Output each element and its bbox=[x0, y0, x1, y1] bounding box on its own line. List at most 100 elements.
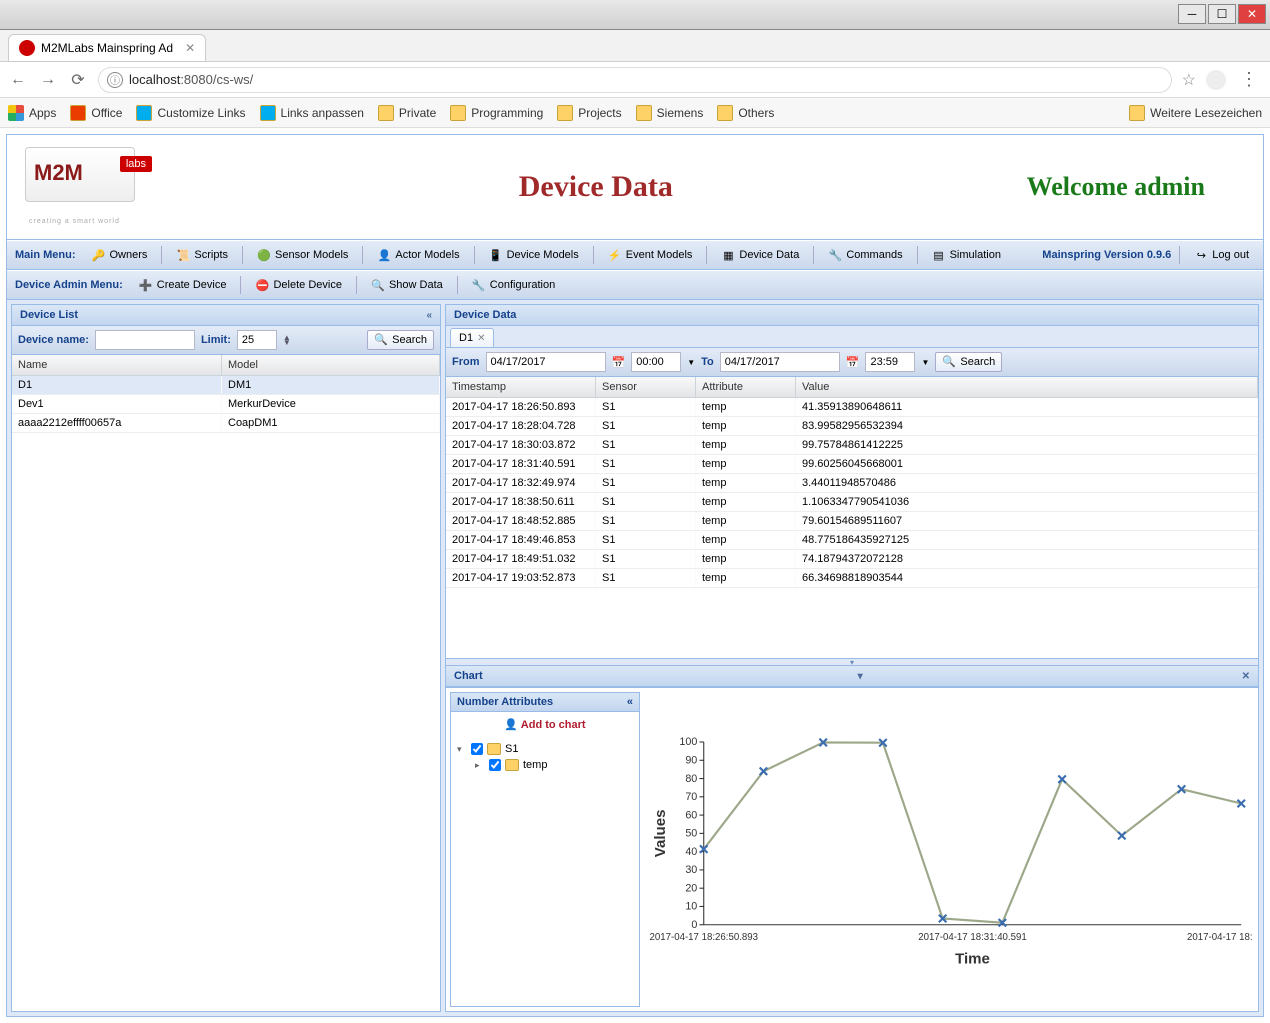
col-model[interactable]: Model bbox=[222, 355, 440, 375]
bookmark-anpassen[interactable]: Links anpassen bbox=[260, 105, 364, 121]
show-data-button[interactable]: 🔍Show Data bbox=[365, 275, 449, 295]
admin-menu-label: Device Admin Menu: bbox=[15, 279, 123, 291]
table-row[interactable]: 2017-04-17 18:28:04.728S1temp83.99582956… bbox=[446, 417, 1258, 436]
menu-simulation[interactable]: ▤Simulation bbox=[926, 245, 1007, 265]
chart-min-icon[interactable]: ▾ bbox=[858, 671, 863, 682]
menu-event-models[interactable]: ⚡Event Models bbox=[602, 245, 699, 265]
bookmark-others[interactable]: Others bbox=[717, 105, 774, 121]
logout-icon: ↪ bbox=[1194, 248, 1208, 262]
folder-icon bbox=[450, 105, 466, 121]
menu-actor-models[interactable]: 👤Actor Models bbox=[371, 245, 465, 265]
bookmark-programming[interactable]: Programming bbox=[450, 105, 543, 121]
window-maximize-button[interactable]: ☐ bbox=[1208, 4, 1236, 24]
svg-text:100: 100 bbox=[679, 736, 697, 748]
welcome-text: Welcome admin bbox=[1027, 172, 1245, 202]
tree-checkbox[interactable] bbox=[471, 743, 483, 755]
to-date-input[interactable] bbox=[720, 352, 840, 372]
horizontal-splitter[interactable] bbox=[446, 658, 1258, 666]
table-row[interactable]: 2017-04-17 18:48:52.885S1temp79.60154689… bbox=[446, 512, 1258, 531]
back-button[interactable]: ← bbox=[8, 70, 28, 90]
menu-scripts[interactable]: 📜Scripts bbox=[170, 245, 234, 265]
calendar-icon[interactable]: 📅 bbox=[612, 356, 626, 369]
from-time-input[interactable] bbox=[631, 352, 681, 372]
chart-canvas: 01020304050607080901002017-04-17 18:26:5… bbox=[644, 688, 1258, 1011]
device-search-button[interactable]: 🔍Search bbox=[367, 330, 434, 350]
bookmark-private[interactable]: Private bbox=[378, 105, 436, 121]
configuration-button[interactable]: 🔧Configuration bbox=[466, 275, 561, 295]
chart-close-icon[interactable]: ✕ bbox=[1242, 671, 1250, 682]
tree-expand-icon[interactable]: ▾ bbox=[457, 744, 467, 755]
folder-icon bbox=[505, 759, 519, 771]
calendar-icon[interactable]: 📅 bbox=[846, 356, 860, 369]
window-close-button[interactable]: ✕ bbox=[1238, 4, 1266, 24]
tree-checkbox[interactable] bbox=[489, 759, 501, 771]
dropdown-icon[interactable]: ▼ bbox=[921, 358, 929, 367]
to-time-input[interactable] bbox=[865, 352, 915, 372]
bookmark-star-icon[interactable]: ☆ bbox=[1182, 70, 1196, 90]
dropdown-icon[interactable]: ▼ bbox=[687, 358, 695, 367]
menu-device-data[interactable]: ▦Device Data bbox=[715, 245, 805, 265]
tree-node-temp[interactable]: ▸ temp bbox=[457, 757, 633, 773]
device-grid-body: D1DM1Dev1MerkurDeviceaaaa2212effff00657a… bbox=[12, 376, 440, 1011]
menu-sensor-models[interactable]: 🟢Sensor Models bbox=[251, 245, 354, 265]
menu-device-models[interactable]: 📱Device Models bbox=[483, 245, 585, 265]
create-device-button[interactable]: ➕Create Device bbox=[133, 275, 233, 295]
bookmark-more[interactable]: Weitere Lesezeichen bbox=[1129, 105, 1262, 121]
svg-text:2017-04-17 18:48:52.885: 2017-04-17 18:48:52.885 bbox=[1187, 932, 1252, 943]
tab-close-icon[interactable]: ✕ bbox=[185, 41, 195, 55]
table-row[interactable]: D1DM1 bbox=[12, 376, 440, 395]
table-row[interactable]: 2017-04-17 18:26:50.893S1temp41.35913890… bbox=[446, 398, 1258, 417]
table-row[interactable]: 2017-04-17 18:32:49.974S1temp3.440119485… bbox=[446, 474, 1258, 493]
limit-input[interactable] bbox=[237, 330, 277, 350]
table-row[interactable]: 2017-04-17 18:31:40.591S1temp99.60256045… bbox=[446, 455, 1258, 474]
col-attribute[interactable]: Attribute bbox=[696, 377, 796, 397]
table-row[interactable]: 2017-04-17 18:49:46.853S1temp48.77518643… bbox=[446, 531, 1258, 550]
device-list-panel: Device List« Device name: Limit: ▲▼ 🔍Sea… bbox=[11, 304, 441, 1012]
col-name[interactable]: Name bbox=[12, 355, 222, 375]
menu-commands[interactable]: 🔧Commands bbox=[822, 245, 908, 265]
attr-title: Number Attributes bbox=[457, 696, 553, 708]
data-search-button[interactable]: 🔍Search bbox=[935, 352, 1002, 372]
menu-owners[interactable]: 🔑Owners bbox=[86, 245, 154, 265]
browser-tab[interactable]: M2MLabs Mainspring Ad ✕ bbox=[8, 34, 206, 61]
device-name-input[interactable] bbox=[95, 330, 195, 350]
site-info-icon[interactable]: ⓘ bbox=[107, 72, 123, 88]
col-timestamp[interactable]: Timestamp bbox=[446, 377, 596, 397]
url-field[interactable]: ⓘ localhost:8080/cs-ws/ bbox=[98, 67, 1172, 93]
svg-text:30: 30 bbox=[685, 864, 697, 876]
logout-button[interactable]: ↪Log out bbox=[1188, 245, 1255, 265]
bookmark-siemens[interactable]: Siemens bbox=[636, 105, 704, 121]
col-value[interactable]: Value bbox=[796, 377, 1258, 397]
collapse-attr-icon[interactable]: « bbox=[627, 696, 633, 708]
profile-icon[interactable] bbox=[1206, 70, 1226, 90]
tab-close-icon[interactable]: ✕ bbox=[477, 333, 485, 344]
device-search-row: Device name: Limit: ▲▼ 🔍Search bbox=[12, 326, 440, 355]
bookmark-office[interactable]: Office bbox=[70, 105, 122, 121]
svg-text:10: 10 bbox=[685, 901, 697, 913]
owners-icon: 🔑 bbox=[92, 248, 106, 262]
col-sensor[interactable]: Sensor bbox=[596, 377, 696, 397]
table-row[interactable]: 2017-04-17 18:38:50.611S1temp1.106334779… bbox=[446, 493, 1258, 512]
bookmark-projects[interactable]: Projects bbox=[557, 105, 621, 121]
table-row[interactable]: 2017-04-17 18:30:03.872S1temp99.75784861… bbox=[446, 436, 1258, 455]
tree-expand-icon[interactable]: ▸ bbox=[475, 760, 485, 771]
reload-button[interactable]: ⟳ bbox=[68, 70, 88, 90]
tab-d1[interactable]: D1✕ bbox=[450, 328, 494, 347]
table-row[interactable]: aaaa2212effff00657aCoapDM1 bbox=[12, 414, 440, 433]
forward-button[interactable]: → bbox=[38, 70, 58, 90]
table-row[interactable]: 2017-04-17 19:03:52.873S1temp66.34698818… bbox=[446, 569, 1258, 588]
device-data-title: Device Data bbox=[454, 309, 516, 321]
browser-menu-icon[interactable]: ⋮ bbox=[1236, 69, 1262, 90]
table-row[interactable]: 2017-04-17 18:49:51.032S1temp74.18794372… bbox=[446, 550, 1258, 569]
from-date-input[interactable] bbox=[486, 352, 606, 372]
data-tabstrip: D1✕ bbox=[446, 326, 1258, 348]
bookmark-apps[interactable]: Apps bbox=[8, 105, 56, 121]
search-icon: 🔍 bbox=[374, 333, 388, 347]
bookmark-customize[interactable]: Customize Links bbox=[136, 105, 245, 121]
tree-node-s1[interactable]: ▾ S1 bbox=[457, 741, 633, 757]
table-row[interactable]: Dev1MerkurDevice bbox=[12, 395, 440, 414]
delete-device-button[interactable]: ⛔Delete Device bbox=[249, 275, 347, 295]
window-minimize-button[interactable]: ─ bbox=[1178, 4, 1206, 24]
collapse-left-icon[interactable]: « bbox=[426, 310, 432, 321]
add-to-chart-button[interactable]: 👤 Add to chart bbox=[451, 712, 639, 737]
